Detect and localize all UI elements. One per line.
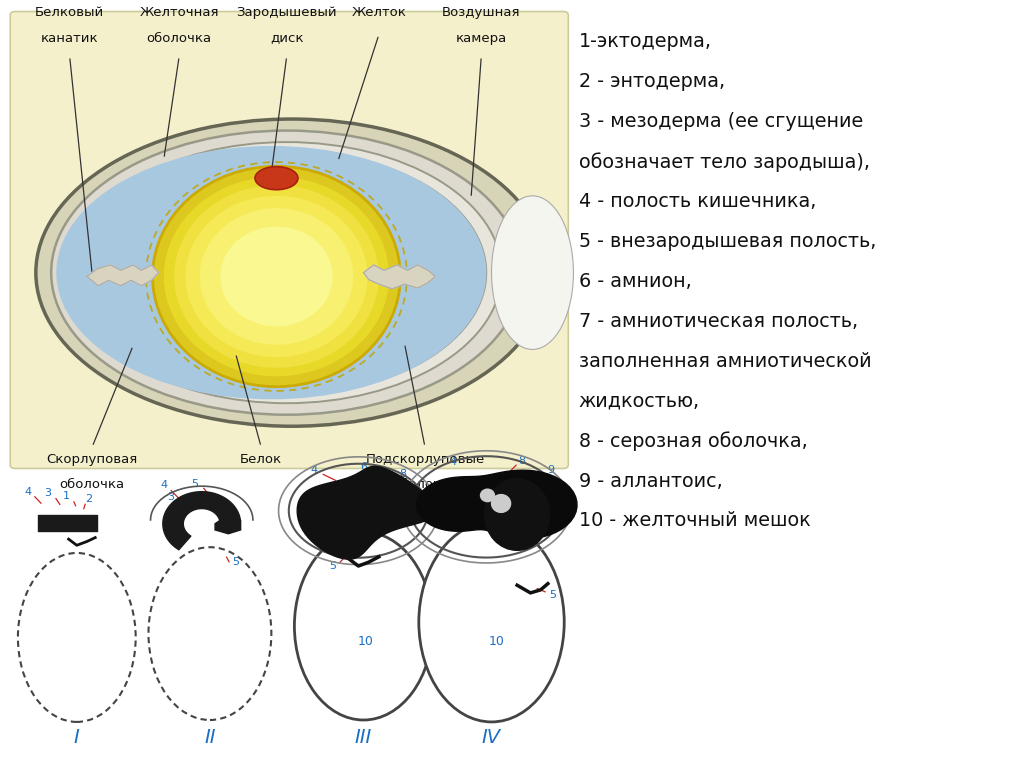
Text: Воздушная: Воздушная <box>442 6 520 19</box>
Polygon shape <box>417 470 577 538</box>
Polygon shape <box>297 466 435 559</box>
Text: 1: 1 <box>197 492 203 503</box>
Text: 4: 4 <box>311 465 317 475</box>
Ellipse shape <box>200 208 353 345</box>
Text: Зародышевый: Зародышевый <box>237 6 337 19</box>
Text: 5: 5 <box>330 561 336 571</box>
Ellipse shape <box>154 167 399 386</box>
Ellipse shape <box>480 488 496 502</box>
Text: 10: 10 <box>488 635 505 647</box>
Text: 3: 3 <box>45 488 51 498</box>
Ellipse shape <box>419 522 564 722</box>
Text: Желток: Желток <box>351 6 407 19</box>
Text: 10: 10 <box>357 635 374 647</box>
Polygon shape <box>215 515 241 534</box>
Text: 2: 2 <box>86 494 92 505</box>
Text: III: III <box>355 728 372 746</box>
Text: 6 - амнион,: 6 - амнион, <box>579 272 691 291</box>
Ellipse shape <box>72 142 502 403</box>
Ellipse shape <box>490 494 511 513</box>
Text: 4: 4 <box>25 486 31 497</box>
Ellipse shape <box>484 478 551 551</box>
Ellipse shape <box>492 196 573 349</box>
Ellipse shape <box>36 119 548 426</box>
Text: Скорлуповая: Скорлуповая <box>46 453 138 466</box>
Text: 6: 6 <box>445 482 452 493</box>
Text: 2: 2 <box>227 519 233 530</box>
Text: 5: 5 <box>550 590 556 601</box>
Text: 9: 9 <box>548 465 554 475</box>
Text: оболочка: оболочка <box>59 478 125 491</box>
Text: 2 - энтодерма,: 2 - энтодерма, <box>579 72 725 91</box>
Text: Подскорлуповые: Подскорлуповые <box>366 453 484 466</box>
Text: 5 - внезародышевая полость,: 5 - внезародышевая полость, <box>579 232 876 251</box>
Text: 8 - серозная оболочка,: 8 - серозная оболочка, <box>579 432 807 452</box>
Text: заполненная амниотической: заполненная амниотической <box>579 352 871 371</box>
Polygon shape <box>163 492 241 550</box>
Ellipse shape <box>51 131 522 415</box>
Text: II: II <box>204 728 216 746</box>
Text: 8: 8 <box>399 468 406 479</box>
Ellipse shape <box>164 177 389 376</box>
Ellipse shape <box>17 553 135 722</box>
Ellipse shape <box>87 151 486 395</box>
Ellipse shape <box>185 196 368 357</box>
Text: 4 - полость кишечника,: 4 - полость кишечника, <box>579 192 816 211</box>
Ellipse shape <box>295 532 432 720</box>
Text: 9: 9 <box>463 492 469 503</box>
Text: 8: 8 <box>519 455 525 466</box>
Text: 3 - мезодерма (ее сгущение: 3 - мезодерма (ее сгущение <box>579 112 863 131</box>
Ellipse shape <box>56 146 486 399</box>
Text: канатик: канатик <box>41 31 98 45</box>
Text: 9: 9 <box>393 500 399 511</box>
Text: 5: 5 <box>232 557 239 568</box>
Text: жидкостью,: жидкостью, <box>579 392 699 411</box>
Text: оболочка: оболочка <box>146 31 212 45</box>
Text: 7: 7 <box>304 494 310 505</box>
Text: 9 - аллантоис,: 9 - аллантоис, <box>579 472 722 491</box>
Text: Желточная: Желточная <box>139 6 219 19</box>
Polygon shape <box>87 265 159 286</box>
Ellipse shape <box>174 185 379 368</box>
Text: IV: IV <box>482 728 501 746</box>
Text: 7 - амниотическая полость,: 7 - амниотическая полость, <box>579 312 858 331</box>
Text: 4: 4 <box>161 480 167 491</box>
Ellipse shape <box>220 227 333 326</box>
Text: 6: 6 <box>360 462 367 472</box>
Text: 1-эктодерма,: 1-эктодерма, <box>579 32 712 51</box>
Text: оболочки: оболочки <box>392 478 458 491</box>
Ellipse shape <box>148 547 271 720</box>
Text: Белковый: Белковый <box>35 6 104 19</box>
FancyBboxPatch shape <box>10 12 568 468</box>
Text: диск: диск <box>270 31 303 45</box>
Text: 4: 4 <box>450 457 456 468</box>
Ellipse shape <box>255 167 298 190</box>
Polygon shape <box>364 265 435 289</box>
Text: обозначает тело зародыша),: обозначает тело зародыша), <box>579 152 869 172</box>
Text: I: I <box>74 728 80 746</box>
Text: 3: 3 <box>168 492 174 502</box>
Text: 10 - желточный мешок: 10 - желточный мешок <box>579 511 810 531</box>
Text: 5: 5 <box>191 478 198 489</box>
Text: 1: 1 <box>63 491 70 502</box>
Text: Белок: Белок <box>240 453 283 466</box>
Text: камера: камера <box>456 31 507 45</box>
